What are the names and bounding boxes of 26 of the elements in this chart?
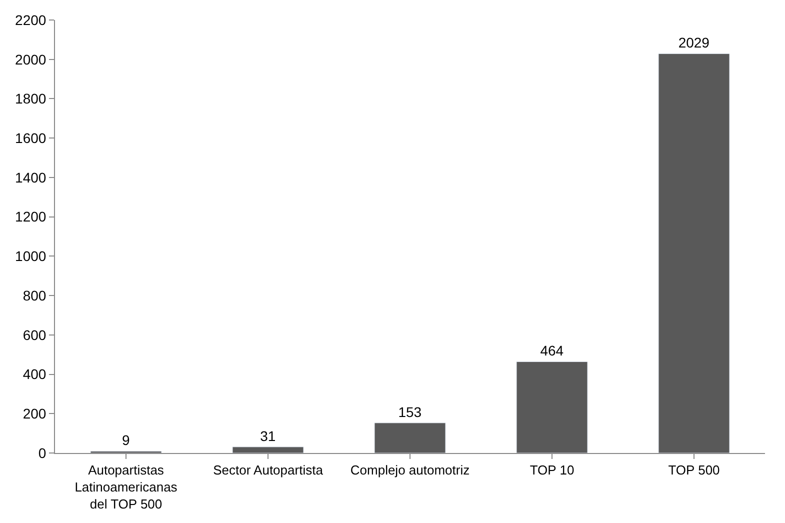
bar (658, 53, 730, 453)
bar (516, 361, 588, 453)
data-label: 9 (122, 432, 130, 448)
data-label: 153 (398, 404, 422, 420)
y-tick-label: 1600 (15, 130, 46, 146)
y-tick-label: 2200 (15, 12, 46, 28)
y-tick-label: 600 (22, 326, 46, 343)
y-tick-label: 200 (22, 406, 46, 422)
x-tick-label: Sector Autopartista (213, 462, 324, 478)
data-label: 31 (260, 428, 276, 444)
y-tick-label: 1400 (15, 169, 46, 186)
x-tick-label: TOP 10 (530, 462, 574, 478)
bar (232, 446, 304, 453)
bar (374, 422, 446, 453)
x-tick-label: Autopartistas Latinoamericanas del TOP 500 (74, 462, 178, 512)
x-tick-label: Complejo automotriz (350, 462, 470, 478)
y-tick-label: 400 (22, 366, 46, 382)
y-tick-label: 800 (22, 287, 46, 304)
y-tick-label: 0 (38, 444, 46, 461)
x-tick-label: TOP 500 (668, 462, 720, 478)
y-tick-label: 1800 (15, 90, 46, 107)
data-label: 2029 (678, 34, 710, 51)
data-label: 464 (540, 342, 564, 359)
y-tick-label: 1200 (15, 208, 46, 225)
y-tick-label: 2000 (15, 51, 46, 68)
y-tick-label: 1000 (15, 248, 46, 264)
